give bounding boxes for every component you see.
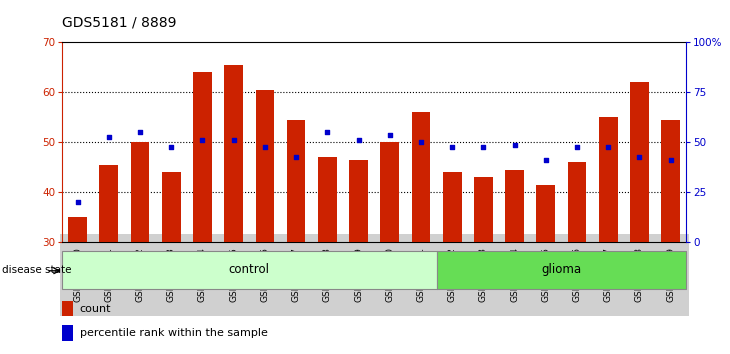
- Point: [259, 145, 271, 150]
- Bar: [661, 120, 680, 242]
- Bar: [62, 301, 73, 316]
- Point: [415, 139, 427, 145]
- Text: count: count: [80, 304, 111, 314]
- Point: [291, 155, 302, 160]
- Bar: [287, 120, 305, 242]
- Bar: [474, 177, 493, 242]
- Bar: [630, 82, 649, 242]
- Bar: [131, 142, 150, 242]
- Bar: [69, 217, 87, 242]
- Point: [103, 135, 115, 140]
- Point: [446, 145, 458, 150]
- Point: [353, 137, 364, 143]
- Point: [665, 157, 677, 163]
- FancyBboxPatch shape: [437, 251, 686, 289]
- Bar: [255, 90, 274, 242]
- Bar: [443, 172, 461, 242]
- Point: [228, 137, 239, 143]
- Bar: [537, 185, 555, 242]
- Point: [384, 132, 396, 138]
- Text: control: control: [228, 263, 270, 276]
- Point: [72, 200, 83, 205]
- Text: glioma: glioma: [542, 263, 581, 276]
- Point: [634, 155, 645, 160]
- Bar: [568, 162, 586, 242]
- Bar: [599, 118, 618, 242]
- Bar: [162, 172, 180, 242]
- FancyBboxPatch shape: [62, 251, 437, 289]
- Point: [509, 142, 520, 148]
- Text: percentile rank within the sample: percentile rank within the sample: [80, 328, 267, 338]
- Bar: [380, 142, 399, 242]
- Bar: [62, 325, 73, 341]
- Point: [166, 145, 177, 150]
- Point: [477, 145, 489, 150]
- Bar: [318, 158, 337, 242]
- Point: [571, 145, 583, 150]
- Bar: [193, 73, 212, 242]
- Point: [134, 130, 146, 135]
- Text: disease state: disease state: [2, 265, 72, 275]
- Bar: [99, 165, 118, 242]
- Point: [602, 145, 614, 150]
- Bar: [412, 113, 430, 242]
- Text: GDS5181 / 8889: GDS5181 / 8889: [62, 16, 177, 30]
- Bar: [505, 170, 524, 242]
- Bar: [224, 65, 243, 242]
- Point: [540, 157, 552, 163]
- Point: [321, 130, 333, 135]
- Point: [196, 137, 208, 143]
- Bar: [349, 160, 368, 242]
